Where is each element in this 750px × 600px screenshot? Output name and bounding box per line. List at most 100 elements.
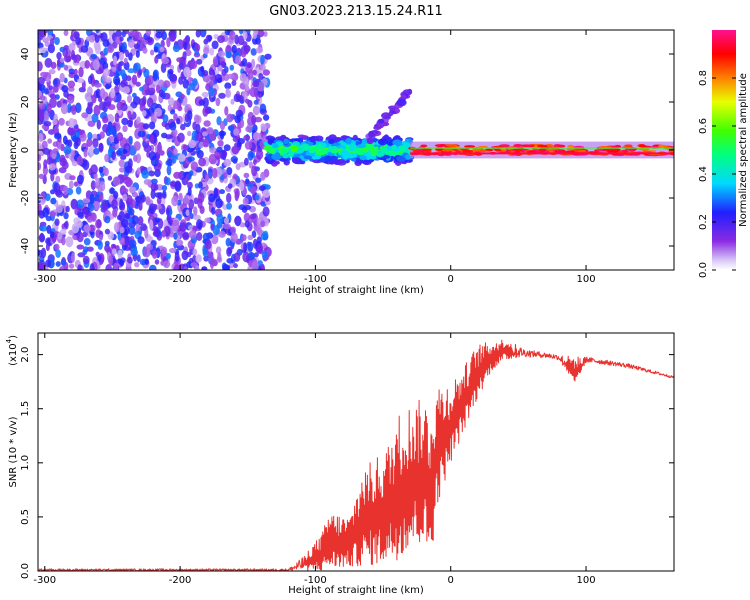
spectrogram-cell xyxy=(162,190,167,199)
spectrogram-cell xyxy=(377,118,385,124)
spectrogram-cell xyxy=(90,164,98,175)
spectrogram-cell xyxy=(182,197,190,205)
spectrogram-cell xyxy=(149,49,155,56)
spectrogram-cell xyxy=(182,144,189,151)
spectrogram-cell xyxy=(82,198,91,204)
spectrogram-cell xyxy=(82,208,89,215)
colorbar-axis: 0.0 0.2 0.4 0.6 0.8 xyxy=(698,70,736,278)
spectrogram-cell xyxy=(148,170,156,177)
spectrogram-cell xyxy=(235,55,242,65)
spectrogram-cell xyxy=(45,259,52,268)
spectrogram-cell xyxy=(227,73,235,80)
snr-y-scale-exp: 4 xyxy=(5,338,13,343)
spectrogram-cell xyxy=(83,148,88,158)
spectrogram-cell xyxy=(198,157,207,167)
spectrogram-cell xyxy=(63,185,69,196)
spectrogram-cell xyxy=(128,117,133,128)
spectrogram-cell xyxy=(212,167,218,179)
spectrogram-cell xyxy=(246,62,252,69)
spectrogram-cell xyxy=(55,190,64,198)
spectrogram-cell xyxy=(316,143,323,149)
spectrogram-cell xyxy=(114,78,121,86)
spectrogram-cell xyxy=(154,107,163,117)
spectrogram-cell xyxy=(75,102,82,114)
spectrogram-cell xyxy=(106,113,115,124)
spectrogram-cell xyxy=(104,83,111,90)
spectrogram-cell xyxy=(172,148,178,156)
spectrogram-cell xyxy=(111,199,118,210)
spectrogram-cell xyxy=(254,116,263,123)
spectrogram-cell xyxy=(297,134,306,139)
spectrogram-cell xyxy=(166,165,172,176)
spectrogram-cell xyxy=(149,264,157,270)
spectrogram-cell xyxy=(262,69,270,76)
spectrogram-cell xyxy=(128,186,137,194)
spectrogram-cell xyxy=(59,46,65,53)
spectrogram-cell xyxy=(376,122,385,128)
spectrogram-cell xyxy=(175,239,184,247)
spectrogram-cell xyxy=(95,30,100,34)
spectrogram-cell xyxy=(143,144,152,153)
spectrogram-cell xyxy=(137,122,146,131)
y-tick-label: 1.5 xyxy=(20,401,31,417)
spectrogram-cell xyxy=(190,60,198,70)
spectrogram-cell xyxy=(90,212,96,220)
spectrogram-cell xyxy=(147,75,154,85)
spectrogram-cell xyxy=(303,155,312,160)
spectrogram-cell xyxy=(283,138,289,144)
spectrogram-cell xyxy=(234,215,242,227)
spectrogram-cell xyxy=(420,144,428,148)
snr-y-label: SNR (10 * v/v) xyxy=(8,416,19,487)
spectrogram-cell xyxy=(359,155,367,161)
spectrogram-cell xyxy=(55,249,61,258)
snr-y-scale-close: ) xyxy=(8,335,19,339)
spectrogram-cell xyxy=(73,68,78,75)
spectrogram-cell xyxy=(76,231,84,243)
spectrogram-cell xyxy=(40,71,48,78)
spectrogram-cell xyxy=(217,140,224,147)
spectrogram-cell xyxy=(180,93,185,100)
spectrogram-cell xyxy=(116,132,124,142)
spectrogram-cell xyxy=(44,88,49,95)
spectrogram-cell xyxy=(167,69,174,75)
spectrogram-cell xyxy=(83,246,89,253)
spectrogram-cell xyxy=(260,171,266,181)
spectrogram-cell xyxy=(71,252,75,264)
spectrogram-cell xyxy=(259,64,266,71)
spectrogram-cell xyxy=(242,31,248,40)
spectrogram-cell xyxy=(187,187,192,197)
spectrogram-cell xyxy=(161,185,168,191)
spectrogram-cell xyxy=(260,54,265,65)
spectrogram-cell xyxy=(79,129,84,136)
spectrogram-cell xyxy=(103,68,110,77)
spectrogram-cell xyxy=(309,136,316,143)
spectrogram-cell xyxy=(202,74,210,83)
spectrogram-cell xyxy=(245,125,253,133)
spectrogram-cell xyxy=(256,148,264,160)
spectrogram-cell xyxy=(188,230,197,239)
spectrogram-cell xyxy=(252,32,257,40)
spectrogram-cell xyxy=(341,145,347,150)
spectrogram-cell xyxy=(222,149,227,161)
spectrogram-cell xyxy=(176,118,181,125)
spectrogram-cell xyxy=(164,122,171,130)
spectrogram-cell xyxy=(120,69,126,78)
spectrogram-cell xyxy=(262,206,270,217)
spectrogram-cell xyxy=(173,113,178,121)
spectrogram-cell xyxy=(213,187,219,198)
spectrogram-cell xyxy=(154,259,160,265)
spectrogram-cell xyxy=(231,44,237,54)
spectrogram-cell xyxy=(203,138,209,148)
spectrogram-cell xyxy=(151,250,158,259)
spectrogram-cell xyxy=(262,189,270,198)
spectrogram-cell xyxy=(279,147,289,155)
spectrogram-cell xyxy=(122,30,130,35)
spectrogram-cell xyxy=(38,102,46,110)
spectrogram-cell xyxy=(392,139,403,146)
spectrogram-cell xyxy=(104,153,110,163)
spectrogram-cell xyxy=(193,214,201,221)
spectrogram-cell xyxy=(422,148,432,152)
spectrogram-cell xyxy=(59,72,65,83)
